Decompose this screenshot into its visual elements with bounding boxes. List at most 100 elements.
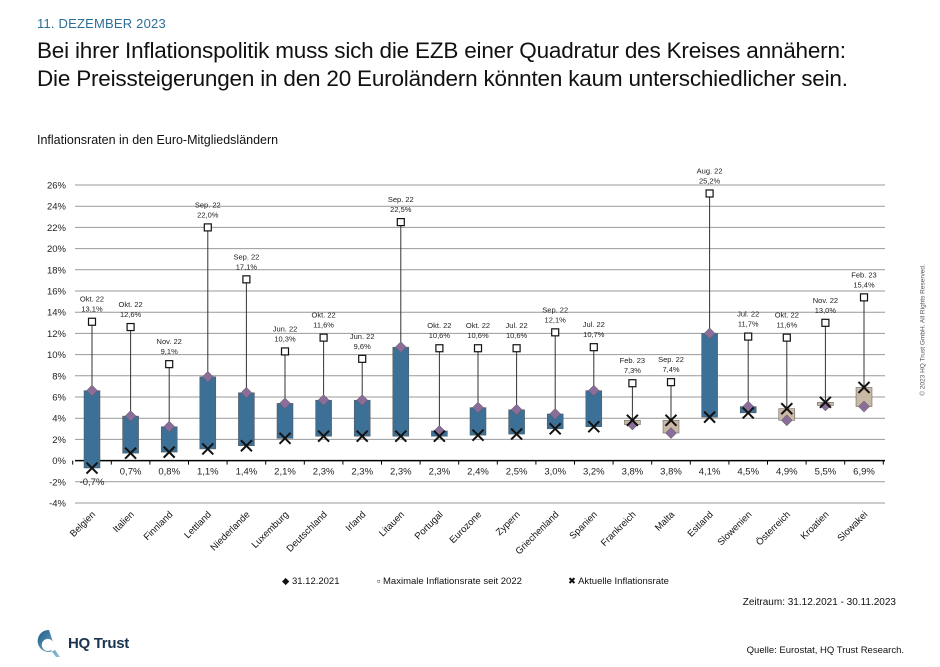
current-value-label: -0,7% (80, 477, 105, 488)
current-marker (587, 420, 601, 433)
current-value-label: 3,2% (583, 467, 605, 478)
range-bar (392, 346, 410, 437)
max-month-label: Okt. 22 (427, 321, 451, 330)
y-tick-label: 0% (52, 456, 66, 467)
x-tick-label: Niederlande (209, 509, 253, 553)
start-marker (201, 371, 214, 383)
x-tick-label: Irland (344, 509, 369, 534)
max-value-label: 13,1% (81, 305, 103, 314)
current-marker (278, 432, 292, 445)
current-value-label: 0,7% (120, 467, 142, 478)
report-date: 11. DEZEMBER 2023 (37, 16, 166, 31)
range-bar (238, 392, 255, 447)
max-month-label: Sep. 22 (195, 200, 221, 209)
current-marker (780, 402, 794, 415)
current-value-label: 2,5% (506, 467, 528, 478)
current-value-label: 4,9% (776, 467, 798, 478)
x-tick-label: Zypern (494, 509, 523, 538)
max-marker (280, 347, 290, 356)
max-marker (744, 332, 753, 341)
max-value-label: 9,1% (161, 347, 178, 356)
headline-line-2: Die Preissteigerungen in den 20 Euroländ… (37, 66, 848, 91)
max-month-label: Jun. 22 (350, 332, 375, 341)
current-value-label: 2,3% (429, 467, 451, 478)
x-tick-label: Österreich (754, 509, 793, 548)
max-marker (705, 189, 714, 198)
logo-text: HQ Trust (68, 634, 129, 652)
y-tick-label: 14% (47, 308, 67, 319)
max-month-label: Feb. 23 (851, 270, 876, 279)
y-tick-label: -2% (49, 477, 66, 488)
current-marker (355, 430, 369, 443)
start-marker (86, 384, 98, 397)
max-marker (821, 318, 830, 327)
start-marker (780, 414, 793, 427)
current-value-label: 2,3% (313, 467, 335, 478)
current-marker (85, 461, 99, 475)
max-marker (87, 317, 97, 326)
max-value-label: 10,6% (429, 331, 451, 340)
max-month-label: Okt. 22 (80, 295, 104, 304)
y-tick-label: 22% (47, 223, 67, 234)
max-value-label: 11,7% (738, 320, 759, 329)
max-marker (512, 344, 521, 353)
x-tick-label: Spanien (567, 509, 599, 541)
chart-title: Inflationsraten in den Euro-Mitgliedslän… (37, 133, 279, 147)
diamond-icon: ◆ (282, 576, 292, 587)
x-tick-label: Italien (111, 509, 137, 535)
current-marker (664, 414, 678, 427)
current-marker (162, 445, 176, 459)
legend-item-max: ▫ Maximale Inflationsrate seit 2022 (377, 576, 522, 587)
y-tick-label: 6% (52, 393, 66, 404)
headline-line-1: Bei ihrer Inflationspolitik muss sich di… (37, 38, 846, 63)
max-value-label: 7,4% (662, 365, 679, 374)
copyright-note: © 2023 HQ Trust GmbH. All Rights Reserve… (919, 264, 927, 396)
max-marker (203, 223, 212, 232)
current-marker (857, 381, 871, 394)
start-marker (587, 384, 600, 397)
x-tick-label: Luxemburg (250, 509, 291, 550)
hq-trust-logo: HQ Trust (36, 628, 129, 658)
current-value-label: 4,5% (737, 467, 759, 478)
current-marker (240, 439, 253, 452)
max-value-label: 12,6% (120, 310, 142, 319)
max-value-label: 10,6% (467, 331, 489, 340)
source-note: Quelle: Eurostat, HQ Trust Research. (746, 645, 904, 656)
start-marker (163, 420, 176, 433)
current-marker (626, 414, 639, 427)
current-marker (741, 406, 755, 420)
max-month-label: Sep. 22 (542, 305, 568, 314)
x-tick-label: Frankreich (599, 509, 639, 549)
max-marker (666, 378, 676, 387)
max-marker (319, 333, 328, 342)
max-value-label: 11,6% (776, 321, 797, 330)
current-marker (433, 430, 446, 443)
start-marker (549, 408, 562, 420)
y-tick-label: 18% (47, 265, 67, 276)
max-value-label: 15,4% (853, 280, 875, 289)
y-tick-label: 2% (52, 435, 66, 446)
start-marker (703, 327, 716, 340)
x-tick-label: Portugal (413, 509, 446, 542)
current-marker (124, 446, 137, 460)
max-month-label: Sep. 22 (658, 355, 684, 364)
current-marker (703, 410, 716, 424)
x-tick-label: Slowenien (716, 509, 755, 548)
current-value-label: 3,8% (660, 467, 682, 478)
x-tick-label: Estland (686, 509, 716, 539)
max-month-label: Jul. 22 (583, 320, 605, 329)
current-marker (201, 442, 215, 456)
y-tick-label: 16% (47, 287, 67, 298)
current-value-label: 2,3% (351, 467, 373, 478)
max-value-label: 22,5% (390, 205, 412, 214)
y-tick-label: 8% (52, 371, 66, 382)
max-month-label: Nov. 22 (157, 337, 182, 346)
max-month-label: Feb. 23 (620, 356, 645, 365)
max-marker (435, 344, 444, 353)
range-bar (701, 333, 718, 418)
start-marker (665, 427, 677, 439)
current-value-label: 4,1% (699, 467, 721, 478)
y-tick-label: 10% (47, 350, 67, 361)
max-value-label: 10,6% (506, 331, 528, 340)
